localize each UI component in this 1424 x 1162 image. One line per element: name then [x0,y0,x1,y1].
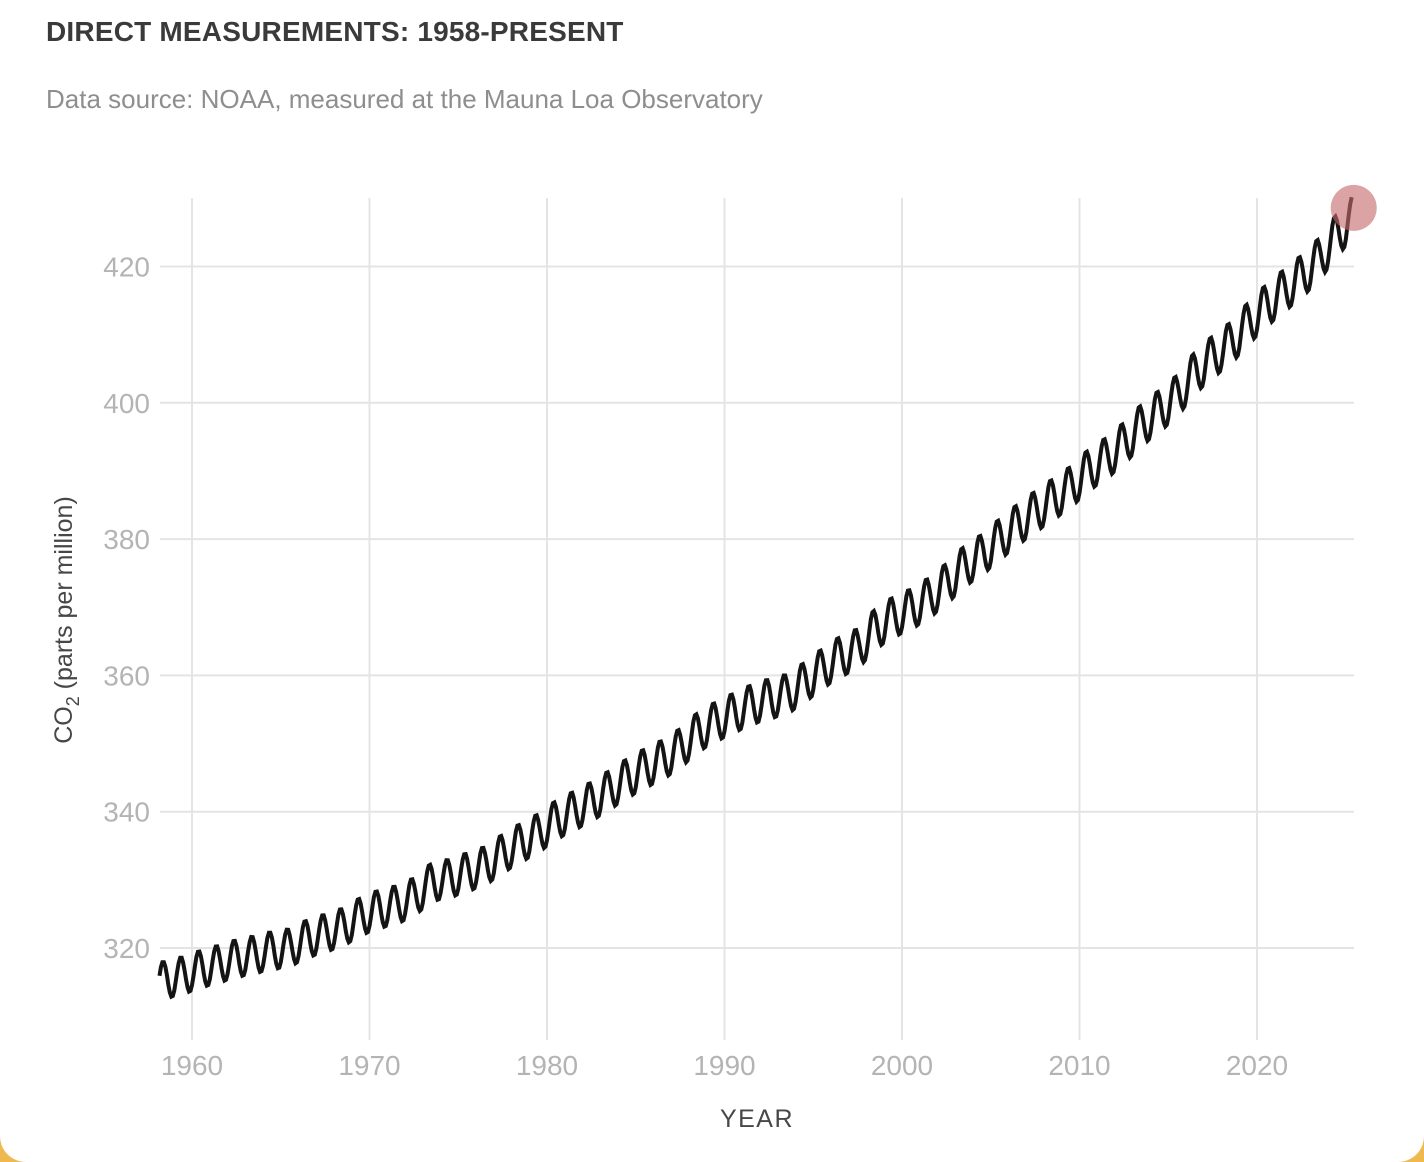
x-axis-tick-label: 2000 [871,1050,933,1081]
y-axis-tick-label: 340 [103,797,150,828]
x-axis-tick-label: 1980 [516,1050,578,1081]
y-axis-title: CO2 (parts per million) [50,496,83,744]
y-axis-tick-label: 360 [103,660,150,691]
x-axis-title: YEAR [720,1105,794,1133]
chart-title: DIRECT MEASUREMENTS: 1958-PRESENT [46,16,624,47]
x-axis-tick-label: 1970 [338,1050,400,1081]
y-axis-tick-label: 380 [103,524,150,555]
y-axis-tick-label: 420 [103,252,150,283]
chart-subtitle: Data source: NOAA, measured at the Mauna… [46,84,763,114]
co2-data-line [157,196,1354,1000]
x-axis-tick-label: 1960 [161,1050,223,1081]
x-axis-tick-label: 2010 [1048,1050,1110,1081]
latest-value-marker [1330,184,1377,231]
y-axis-tick-label: 320 [103,933,150,964]
x-axis-tick-label: 1990 [693,1050,755,1081]
y-axis-tick-label: 400 [103,388,150,419]
x-axis-tick-label: 2020 [1226,1050,1288,1081]
